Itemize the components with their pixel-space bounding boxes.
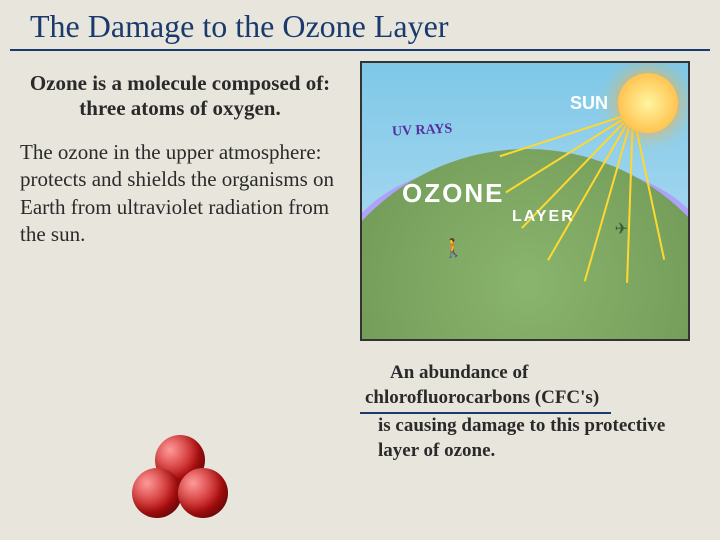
person-icon: 🚶 <box>442 238 464 259</box>
sun-label: SUN <box>570 93 608 114</box>
intro-line1: Ozone is a molecule composed of: <box>20 71 340 96</box>
caption-block: An abundance of chlorofluorocarbons (CFC… <box>360 361 690 464</box>
sun-icon <box>618 73 678 133</box>
intro-line2: three atoms of oxygen. <box>20 96 340 121</box>
oxygen-atom <box>178 468 228 518</box>
ozone-molecule-graphic <box>120 430 240 520</box>
page-title: The Damage to the Ozone Layer <box>10 0 710 51</box>
body-paragraph: The ozone in the upper atmosphere: prote… <box>20 139 340 248</box>
caption-rest: is causing damage to this protective lay… <box>360 414 690 463</box>
plane-icon: ✈ <box>615 219 628 239</box>
intro-block: Ozone is a molecule composed of: three a… <box>20 71 340 121</box>
content-area: Ozone is a molecule composed of: three a… <box>0 61 720 464</box>
oxygen-atom <box>132 468 182 518</box>
ozone-label: OZONE <box>402 178 504 209</box>
uv-rays-label: UV RAYS <box>392 121 453 140</box>
caption-line1: An abundance of <box>360 361 690 386</box>
right-column: SUN UV RAYS OZONE LAYER 🚶 ✈ An abundance… <box>360 61 690 464</box>
ozone-sublabel: LAYER <box>512 208 575 226</box>
caption-underlined: chlorofluorocarbons (CFC's) <box>360 386 611 415</box>
ozone-diagram: SUN UV RAYS OZONE LAYER 🚶 ✈ <box>360 61 690 341</box>
left-column: Ozone is a molecule composed of: three a… <box>20 61 340 464</box>
